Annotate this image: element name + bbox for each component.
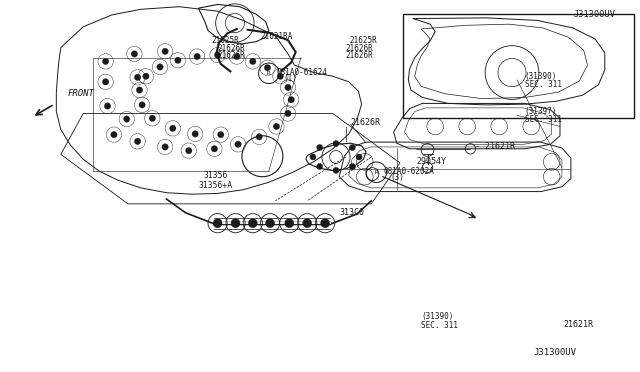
Text: R: R bbox=[267, 71, 271, 76]
Circle shape bbox=[349, 144, 355, 151]
Text: 081A0-6202A: 081A0-6202A bbox=[384, 167, 435, 176]
Text: 29054Y: 29054Y bbox=[416, 157, 446, 166]
Text: 21626R: 21626R bbox=[218, 51, 245, 60]
Circle shape bbox=[170, 125, 176, 132]
Circle shape bbox=[266, 219, 275, 228]
Text: 21621R: 21621R bbox=[563, 320, 593, 329]
Text: (3): (3) bbox=[390, 173, 404, 182]
Text: 31356: 31356 bbox=[204, 171, 228, 180]
Text: (31390): (31390) bbox=[421, 312, 454, 321]
Text: J31300UV: J31300UV bbox=[573, 10, 616, 19]
Circle shape bbox=[264, 64, 271, 71]
Circle shape bbox=[134, 74, 141, 81]
Circle shape bbox=[134, 138, 141, 145]
Text: R: R bbox=[374, 170, 378, 175]
Text: SEC. 311: SEC. 311 bbox=[525, 115, 562, 124]
Circle shape bbox=[102, 78, 109, 85]
Circle shape bbox=[285, 219, 294, 228]
Bar bbox=[403, 14, 634, 118]
Text: SEC. 311: SEC. 311 bbox=[421, 321, 458, 330]
Circle shape bbox=[149, 115, 156, 122]
Text: 31356+A: 31356+A bbox=[198, 182, 232, 190]
Circle shape bbox=[234, 53, 240, 60]
Text: (31390): (31390) bbox=[525, 72, 557, 81]
Circle shape bbox=[124, 116, 130, 122]
Text: 21626R: 21626R bbox=[351, 118, 381, 126]
Circle shape bbox=[285, 110, 291, 117]
Circle shape bbox=[256, 134, 262, 140]
Circle shape bbox=[214, 52, 221, 58]
Circle shape bbox=[285, 84, 291, 91]
Circle shape bbox=[211, 145, 218, 152]
Circle shape bbox=[143, 73, 149, 80]
Text: (31397): (31397) bbox=[525, 107, 557, 116]
Circle shape bbox=[317, 163, 323, 170]
Circle shape bbox=[349, 163, 355, 170]
Text: J31300UV: J31300UV bbox=[533, 348, 576, 357]
Circle shape bbox=[162, 48, 168, 55]
Text: SEC. 311: SEC. 311 bbox=[525, 80, 562, 89]
Text: 21626R: 21626R bbox=[346, 44, 373, 53]
Circle shape bbox=[104, 103, 111, 109]
Circle shape bbox=[175, 57, 181, 64]
Circle shape bbox=[218, 131, 224, 138]
Circle shape bbox=[213, 219, 222, 228]
Circle shape bbox=[111, 131, 117, 138]
Circle shape bbox=[356, 154, 362, 160]
Text: 21626R: 21626R bbox=[346, 51, 373, 60]
Text: 21625R: 21625R bbox=[211, 36, 239, 45]
Circle shape bbox=[131, 51, 138, 57]
Circle shape bbox=[192, 131, 198, 137]
Text: FRONT: FRONT bbox=[68, 89, 95, 98]
Text: 21621RA: 21621RA bbox=[260, 32, 292, 41]
Circle shape bbox=[288, 96, 294, 103]
Circle shape bbox=[273, 123, 280, 130]
Circle shape bbox=[317, 144, 323, 151]
Circle shape bbox=[250, 58, 256, 65]
Circle shape bbox=[136, 87, 143, 93]
Circle shape bbox=[310, 154, 316, 160]
Text: 21626R: 21626R bbox=[218, 44, 245, 53]
Text: 313C0: 313C0 bbox=[339, 208, 364, 217]
Text: (1): (1) bbox=[283, 74, 297, 83]
Circle shape bbox=[333, 167, 339, 173]
Circle shape bbox=[235, 141, 241, 148]
Circle shape bbox=[194, 53, 200, 60]
Text: 081A0-61624: 081A0-61624 bbox=[276, 68, 327, 77]
Circle shape bbox=[333, 141, 339, 147]
Circle shape bbox=[321, 219, 330, 228]
Circle shape bbox=[162, 144, 168, 150]
Circle shape bbox=[102, 58, 109, 65]
Text: - 21621R: - 21621R bbox=[475, 142, 515, 151]
Circle shape bbox=[157, 64, 163, 70]
Circle shape bbox=[248, 219, 257, 228]
Circle shape bbox=[277, 73, 284, 80]
Circle shape bbox=[303, 219, 312, 228]
Circle shape bbox=[139, 102, 145, 108]
Circle shape bbox=[186, 147, 192, 154]
Circle shape bbox=[231, 219, 240, 228]
Text: 21625R: 21625R bbox=[349, 36, 377, 45]
